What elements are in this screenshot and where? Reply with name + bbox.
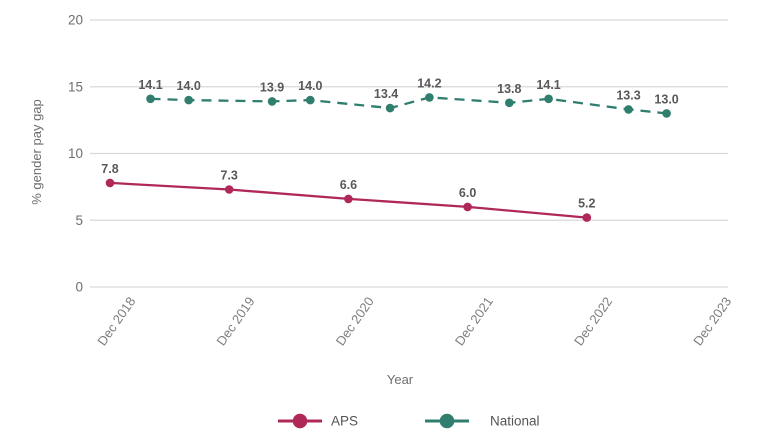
- national-value-label: 13.9: [260, 80, 284, 94]
- legend-label: APS: [331, 414, 358, 429]
- national-value-label: 14.2: [417, 76, 441, 90]
- aps-value-label: 6.6: [340, 178, 357, 192]
- national-point: [624, 105, 633, 114]
- x-axis-tick-label: Dec 2019: [213, 294, 257, 348]
- national-point: [306, 95, 315, 105]
- y-axis-tick-label: 20: [68, 13, 83, 28]
- x-axis-tick-label: Dec 2022: [571, 294, 615, 348]
- aps-point: [224, 185, 234, 194]
- legend-dot-swatch: [292, 413, 308, 429]
- aps-value-label: 5.2: [578, 197, 595, 211]
- national-value-label: 14.0: [177, 79, 201, 93]
- y-axis-tick-label: 5: [75, 213, 83, 228]
- y-axis-tick-label: 10: [68, 146, 83, 161]
- aps-point: [105, 178, 115, 188]
- y-axis-tick-label: 15: [68, 79, 83, 94]
- aps-value-label: 7.8: [101, 162, 118, 176]
- y-axis-tick-label: 0: [75, 280, 83, 295]
- national-point: [505, 98, 514, 108]
- national-value-label: 14.1: [138, 78, 162, 92]
- aps-value-label: 6.0: [459, 186, 476, 200]
- aps-value-label: 7.3: [221, 169, 238, 183]
- aps-point: [463, 202, 472, 212]
- national-point: [425, 93, 434, 102]
- national-value-label: 13.8: [497, 82, 521, 96]
- x-axis-tick-label: Dec 2018: [94, 294, 138, 348]
- national-value-label: 14.0: [298, 79, 322, 93]
- national-line: [150, 96, 667, 115]
- legend-item-aps: APS: [278, 414, 358, 429]
- series-layer: 7.8 7.3 6.6 6.0 5.2 14.1 14.0 13.9 14.0 13.4 14.2 1…: [101, 76, 679, 222]
- legend-dot-swatch: [439, 413, 455, 429]
- national-value-label: 13.0: [654, 92, 678, 106]
- legend-label: National: [490, 414, 540, 429]
- gridlines-layer: [90, 19, 728, 288]
- national-value-label: 14.1: [536, 78, 560, 92]
- national-point: [267, 97, 277, 106]
- x-axis-title: Year: [387, 372, 414, 387]
- legend-item-national: National: [425, 414, 540, 429]
- national-point: [184, 95, 193, 105]
- national-point: [662, 109, 671, 118]
- y-axis-title: % gender pay gap: [29, 99, 44, 205]
- legend: APS National: [278, 414, 540, 429]
- aps-point: [582, 213, 592, 222]
- x-axis-tick-label: Dec 2023: [690, 294, 734, 348]
- national-point: [146, 94, 155, 104]
- national-value-label: 13.3: [616, 88, 640, 102]
- x-axis-tick-label: Dec 2020: [333, 294, 377, 348]
- national-point: [385, 103, 395, 113]
- x-axis-tick-label: Dec 2021: [452, 294, 496, 348]
- national-value-label: 13.4: [374, 87, 398, 101]
- axes-layer: 0 5 10 15 20 Dec 2018 Dec 2019 Dec 2020 Dec 2021…: [68, 13, 734, 349]
- aps-point: [344, 194, 353, 204]
- national-point: [544, 94, 553, 104]
